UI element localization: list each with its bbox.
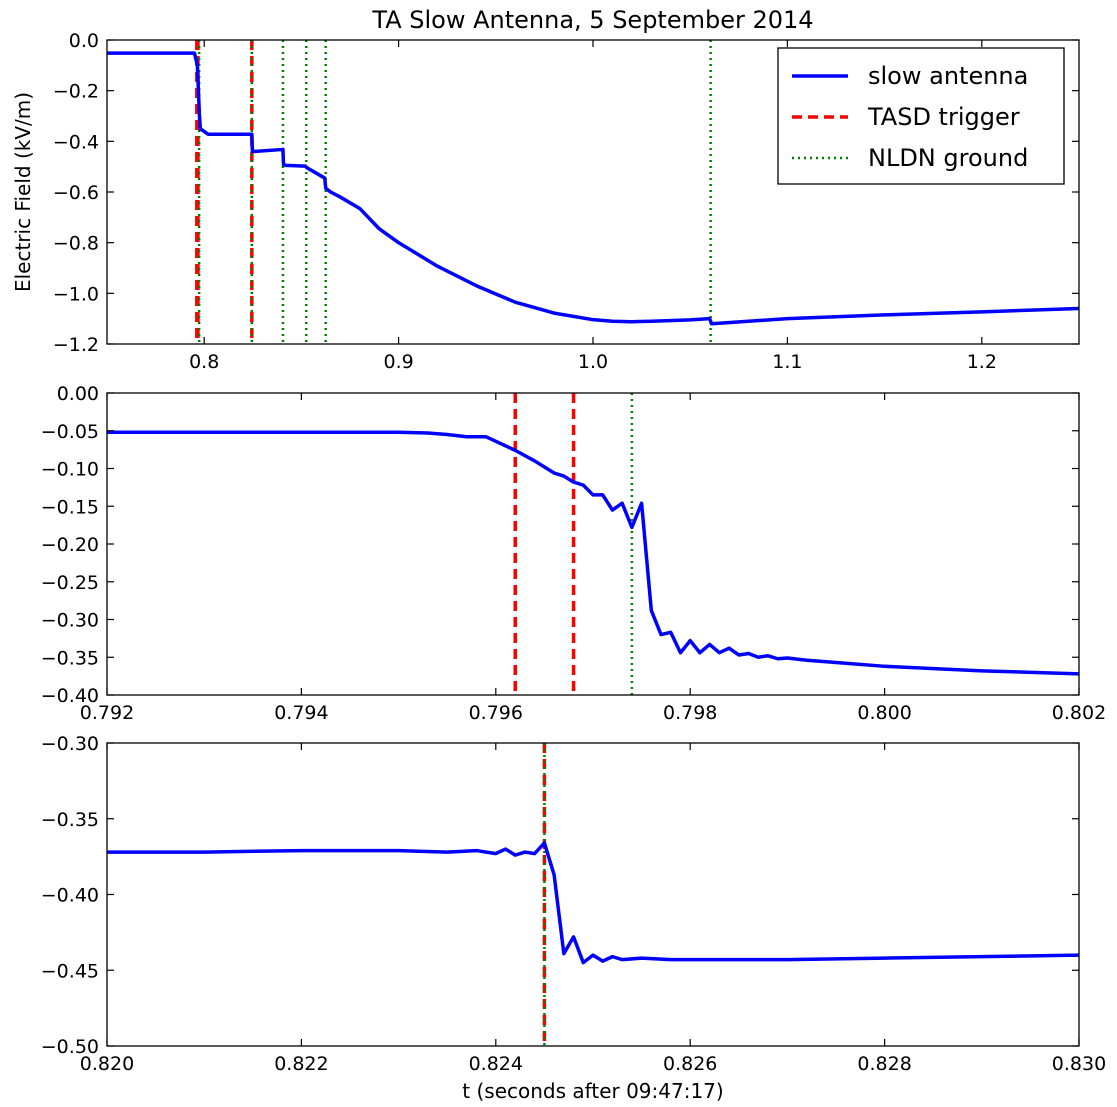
y-tick-label: −0.35 [41,647,99,669]
x-tick-label: 0.822 [274,1053,328,1075]
y-tick-label: −0.45 [41,960,99,982]
y-tick-label: −0.40 [41,685,99,707]
x-tick-label: 0.820 [80,1053,134,1075]
x-tick-label: 1.2 [967,351,997,373]
x-tick-label: 0.824 [469,1053,523,1075]
chart-title: TA Slow Antenna, 5 September 2014 [371,6,813,34]
y-tick-label: −0.35 [41,809,99,831]
x-tick-label: 1.0 [578,351,608,373]
series-line-slow-antenna [107,51,1079,326]
x-tick-label: 0.796 [469,702,523,724]
y-tick-label: −0.05 [41,421,99,443]
y-tick-label: −0.30 [41,610,99,632]
y-tick-label: −0.8 [53,233,99,255]
x-tick-label: 0.830 [1052,1053,1106,1075]
x-axis-label: t (seconds after 09:47:17) [462,1079,723,1103]
y-tick-label: −0.20 [41,534,99,556]
y-tick-label: −0.4 [53,131,99,153]
y-tick-label: −0.30 [41,733,99,755]
y-tick-label: −0.2 [53,81,99,103]
legend: slow antenna TASD trigger NLDN ground [777,47,1065,185]
plot-area [107,40,1079,344]
y-tick-label: −0.15 [41,496,99,518]
x-tick-label: 0.800 [857,702,911,724]
x-tick-label: 0.798 [663,702,717,724]
x-tick-label: 0.794 [274,702,328,724]
series-line-slow-antenna [107,841,1079,965]
x-tick-label: 0.9 [383,351,413,373]
panel-1: 0.8 0.9 1.0 1.1 1.2 0.0 −0.2 −0.4 −0.6 −0.8 −1.0 −1… [53,30,1080,373]
legend-label: TASD trigger [867,103,1020,131]
legend-label: NLDN ground [868,144,1028,172]
plot-area [107,743,1079,1046]
y-tick-label: −0.40 [41,885,99,907]
panels: 0.8 0.9 1.0 1.1 1.2 0.0 −0.2 −0.4 −0.6 −0.8 −1.0 −1… [41,30,1106,1075]
y-tick-label: −1.0 [53,283,99,305]
y-axis-label: Electric Field (kV/m) [11,92,35,292]
y-tick-label: −1.2 [53,334,99,356]
x-tick-label: 0.828 [857,1053,911,1075]
y-tick-label: −0.25 [41,572,99,594]
y-tick-label: −0.50 [41,1036,99,1058]
x-tick-label: 0.802 [1052,702,1106,724]
x-tick-label: 0.826 [663,1053,717,1075]
panel-2: 0.792 0.794 0.796 0.798 0.800 0.802 0.00 −0.05 −… [41,383,1106,724]
plot-area [107,393,1079,695]
x-tick-label: 0.8 [189,351,219,373]
y-tick-label: 0.0 [69,30,99,52]
y-tick-label: −0.6 [53,182,99,204]
axes-frame [106,742,1080,1047]
y-tick-label: −0.10 [41,459,99,481]
axes-frame [106,392,1080,696]
legend-label: slow antenna [868,62,1028,90]
series-line-slow-antenna [107,430,1079,676]
panel-3: 0.820 0.822 0.824 0.826 0.828 0.830 −0.30 −0.35… [41,733,1106,1075]
y-tick-label: 0.00 [57,383,99,405]
x-tick-label: 0.792 [80,702,134,724]
x-tick-label: 1.1 [772,351,802,373]
